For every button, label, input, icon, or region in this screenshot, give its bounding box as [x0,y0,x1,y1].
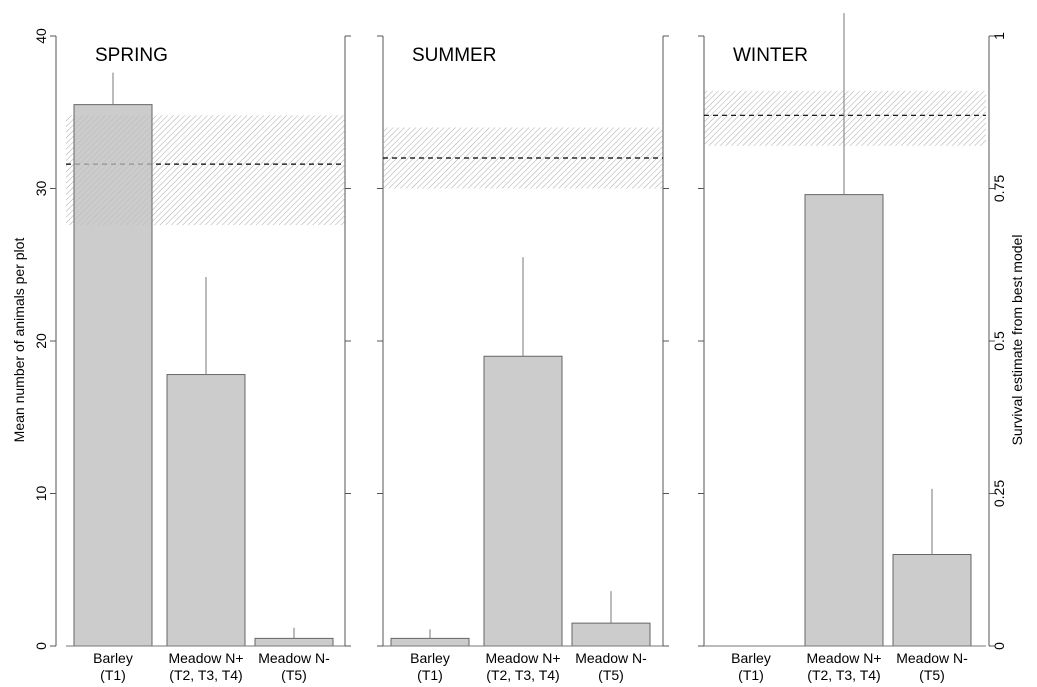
category-label-line2: (T5) [281,667,307,683]
y2-axis-label: Survival estimate from best model [1009,235,1025,446]
y-tick-label: 0 [33,642,49,650]
y2-tick-label: 0.25 [991,480,1007,507]
category-label-line2: (T2, T3, T4) [169,667,242,683]
category-label-line2: (T2, T3, T4) [807,667,880,683]
category-label-line2: (T2, T3, T4) [486,667,559,683]
panel-title: SPRING [95,45,168,66]
bar [483,355,563,647]
bar [892,554,972,647]
category-label-line1: Meadow N- [896,650,968,666]
y2-tick-label: 0.75 [991,175,1007,202]
category-label-line1: Barley [731,650,771,666]
y-axis-label: Mean number of animals per plot [11,238,27,443]
y2-tick-label: 0 [991,642,1007,650]
panel-title: SUMMER [412,45,496,66]
category-label-line2: (T1) [417,667,443,683]
bar [73,104,153,647]
category-label-line1: Barley [93,650,133,666]
bar [166,374,246,647]
panel-spring: SPRING Barley(T1) Meadow N+(T2, T3, T4) Mea… [66,45,345,683]
category-label-line2: (T1) [100,667,126,683]
category-label-line1: Meadow N- [258,650,330,666]
y-tick-label: 40 [33,28,49,44]
bar [390,637,470,647]
category-label-line2: (T5) [919,667,945,683]
category-label-line1: Meadow N+ [806,650,881,666]
bar [254,637,334,647]
category-label-line1: Meadow N+ [168,650,243,666]
y-tick-label: 20 [33,333,49,349]
category-label-line1: Meadow N- [575,650,647,666]
y2-tick-label: 0.5 [991,331,1007,351]
category-label-line1: Barley [410,650,450,666]
category-label-line1: Meadow N+ [485,650,560,666]
bar [804,194,884,647]
y-tick-label: 30 [33,181,49,197]
category-label-line2: (T5) [598,667,624,683]
survival-ci-band [704,90,986,146]
category-label-line2: (T1) [738,667,764,683]
y-tick-label: 10 [33,486,49,502]
y2-tick-label: 1 [991,32,1007,40]
panel-title: WINTER [733,45,808,66]
panel-winter: WINTER Barley(T1) Meadow N+(T2, T3, T4) Mea… [704,13,986,683]
bar [571,622,651,647]
panel-summer: SUMMER Barley(T1) Meadow N+(T2, T3, T4) Mea… [383,45,663,683]
